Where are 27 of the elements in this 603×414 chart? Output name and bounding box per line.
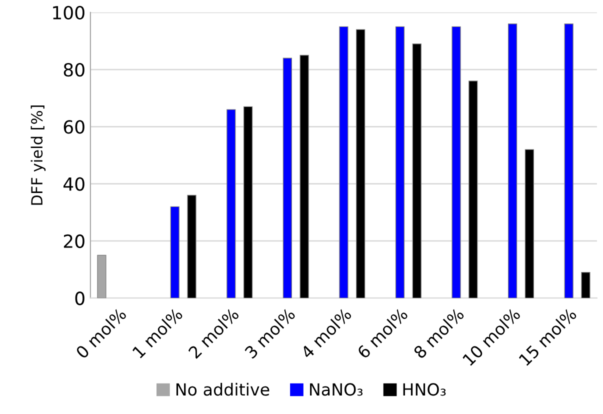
bar — [356, 29, 366, 298]
bar — [581, 272, 590, 298]
y-tick-label: 80 — [64, 63, 84, 77]
bar — [339, 26, 348, 298]
bar — [508, 23, 518, 298]
bar — [97, 254, 106, 298]
bar — [564, 23, 574, 298]
y-tick-label: 0 — [75, 292, 84, 306]
bar — [243, 106, 253, 298]
bar — [452, 26, 461, 298]
bar — [300, 54, 309, 298]
bar — [412, 43, 422, 298]
bar — [282, 58, 292, 298]
legend-label: HNO₃ — [403, 383, 446, 396]
legend-label: No additive — [176, 382, 270, 396]
y-tick-label: 60 — [64, 120, 84, 134]
legend-label: NaNO₃ — [310, 383, 363, 396]
bar — [226, 109, 236, 298]
y-tick-label: 100 — [53, 6, 84, 20]
bar — [187, 194, 196, 298]
bar — [395, 26, 405, 298]
bar — [170, 206, 180, 298]
y-tick-label: 40 — [63, 177, 84, 191]
bar — [468, 80, 478, 298]
bar — [524, 149, 534, 298]
y-tick-label: 20 — [64, 234, 84, 248]
y-axis-title: DFF yield [%] — [30, 106, 46, 205]
